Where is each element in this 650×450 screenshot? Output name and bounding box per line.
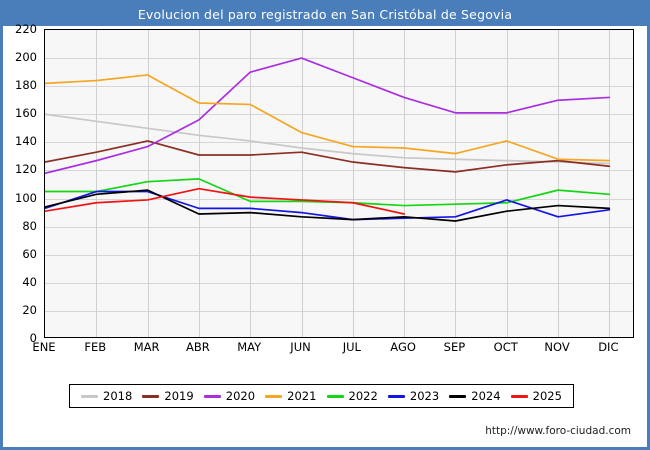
plot-area [44, 29, 634, 338]
series-line-2019 [45, 140, 611, 173]
series-line-2021 [45, 74, 611, 162]
y-axis-tick-label: 140 [15, 134, 37, 149]
legend-item-2019[interactable]: 2019 [142, 389, 194, 403]
x-axis-tick-label: DIC [598, 340, 619, 354]
legend-swatch-icon [81, 394, 99, 398]
gridline-vertical [609, 30, 610, 337]
legend-label: 2018 [103, 389, 133, 403]
x-axis-tick-label: ENE [32, 340, 56, 354]
legend-label: 2019 [164, 389, 194, 403]
gridline-vertical [507, 30, 508, 337]
y-axis-tick-label: 40 [22, 274, 37, 289]
x-axis-tick-label: AGO [390, 340, 416, 354]
y-axis-tick-label: 220 [15, 22, 37, 36]
legend-label: 2024 [471, 389, 501, 403]
legend-item-2025[interactable]: 2025 [510, 389, 562, 403]
gridline-vertical [558, 30, 559, 337]
y-axis-tick-label: 100 [15, 190, 37, 205]
gridline-vertical [353, 30, 354, 337]
gridline-horizontal [45, 170, 633, 171]
legend-item-2022[interactable]: 2022 [326, 389, 378, 403]
legend-swatch-icon [449, 394, 467, 398]
legend-label: 2021 [287, 389, 317, 403]
x-axis-tick-label: ABR [186, 340, 210, 354]
x-axis-tick-label: NOV [544, 340, 570, 354]
gridline-horizontal [45, 86, 633, 87]
gridline-vertical [199, 30, 200, 337]
y-axis-tick-label: 120 [15, 162, 37, 177]
plot-area-wrapper [44, 29, 634, 338]
x-axis-tick-label: JUL [342, 340, 361, 354]
series-line-2024 [45, 189, 611, 222]
x-axis-tick-label: OCT [493, 340, 518, 354]
legend-item-2018[interactable]: 2018 [81, 389, 132, 403]
plot-band [45, 226, 633, 283]
legend-swatch-icon [265, 394, 283, 398]
chart-legend: 2018 2019 2020 2021 2022 2023 2024 2025 [69, 384, 574, 408]
y-axis-tick-label: 0 [29, 331, 37, 345]
legend-label: 2025 [532, 389, 562, 403]
window-titlebar: Evolucion del paro registrado en San Cri… [3, 3, 647, 26]
legend-item-2024[interactable]: 2024 [449, 389, 501, 403]
legend-label: 2022 [348, 389, 378, 403]
series-line-2018 [45, 113, 611, 165]
x-axis: ENE FEB MAR ABR MAY JUN JUL AGO SEP OCT NOV DIC [32, 340, 634, 360]
gridline-horizontal [45, 227, 633, 228]
x-axis-tick-label: SEP [443, 340, 466, 354]
series-line-2020 [45, 57, 611, 175]
legend-swatch-icon [142, 394, 160, 398]
y-axis-tick-label: 20 [22, 302, 37, 317]
legend-label: 2020 [225, 389, 256, 403]
series-canvas [45, 57, 611, 222]
y-axis-tick-label: 60 [22, 246, 37, 261]
source-url: http://www.foro-ciudad.com [485, 425, 631, 437]
x-axis-tick-label: MAY [237, 340, 262, 354]
legend-swatch-icon [510, 394, 528, 398]
x-axis-tick-label: MAR [133, 340, 160, 354]
legend-swatch-icon [387, 394, 405, 398]
gridline-horizontal [45, 255, 633, 256]
gridline-vertical [302, 30, 303, 337]
y-axis: 0 20 40 60 80 100 120 140 160 180 200 220 [3, 22, 41, 345]
gridline-horizontal [45, 114, 633, 115]
y-axis-tick-label: 180 [15, 78, 37, 93]
gridline-vertical [455, 30, 456, 337]
y-axis-tick-label: 80 [22, 218, 37, 233]
gridline-vertical [404, 30, 405, 337]
gridline-horizontal [45, 199, 633, 200]
legend-item-2021[interactable]: 2021 [265, 389, 316, 403]
plot-band [45, 282, 633, 337]
x-axis-tick-label: JUN [290, 340, 311, 354]
gridline-horizontal [45, 283, 633, 284]
gridline-horizontal [45, 311, 633, 312]
legend-swatch-icon [326, 394, 344, 398]
y-axis-tick-label: 200 [15, 50, 37, 65]
legend-label: 2023 [409, 389, 440, 403]
x-axis-tick-label: FEB [84, 340, 107, 354]
page-title: Evolucion del paro registrado en San Cri… [137, 7, 513, 22]
series-line-2025 [45, 187, 405, 215]
gridline-horizontal [45, 58, 633, 59]
legend-item-2020[interactable]: 2020 [203, 389, 256, 403]
y-axis-tick-label: 160 [15, 106, 37, 121]
legend-item-2023[interactable]: 2023 [387, 389, 440, 403]
plot-band [45, 30, 633, 59]
gridline-vertical [148, 30, 149, 337]
gridline-vertical [250, 30, 251, 337]
gridline-vertical [96, 30, 97, 337]
legend-swatch-icon [203, 394, 221, 398]
series-line-2023 [45, 190, 611, 221]
